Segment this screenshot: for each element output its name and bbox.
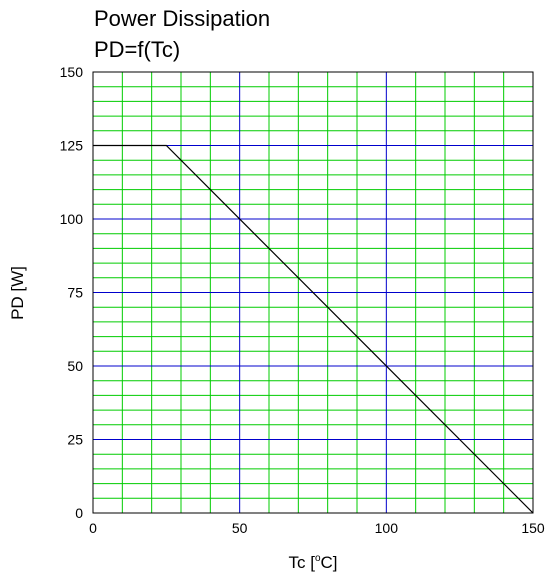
y-tick-label: 0: [75, 505, 83, 521]
y-tick-label: 75: [67, 285, 83, 301]
series-line-0: [93, 144, 534, 514]
x-axis-label-degree: o: [315, 553, 321, 564]
x-tick-label: 100: [375, 520, 399, 536]
x-axis-label: Tc [oC]: [288, 553, 337, 572]
plot-frame: [92, 71, 534, 514]
y-axis-label: PD [W]: [8, 266, 27, 320]
x-tick-label: 50: [232, 520, 248, 536]
x-axis-label-suffix: C]: [321, 553, 338, 572]
y-tick-label: 25: [67, 432, 83, 448]
y-tick-label: 100: [60, 211, 84, 227]
tick-labels: 0 50 100 150 0 25 50 75 100 125 150: [60, 64, 545, 536]
x-axis-label-prefix: Tc [: [288, 553, 315, 572]
x-tick-label: 150: [521, 520, 545, 536]
y-tick-label: 125: [60, 138, 84, 154]
y-tick-label: 150: [60, 64, 84, 80]
y-tick-label: 50: [67, 358, 83, 374]
series-layer: [93, 144, 534, 514]
x-tick-label: 0: [89, 520, 97, 536]
chart-title-line-2: PD=f(Tc): [94, 37, 180, 62]
chart-title-line-1: Power Dissipation: [94, 6, 270, 31]
